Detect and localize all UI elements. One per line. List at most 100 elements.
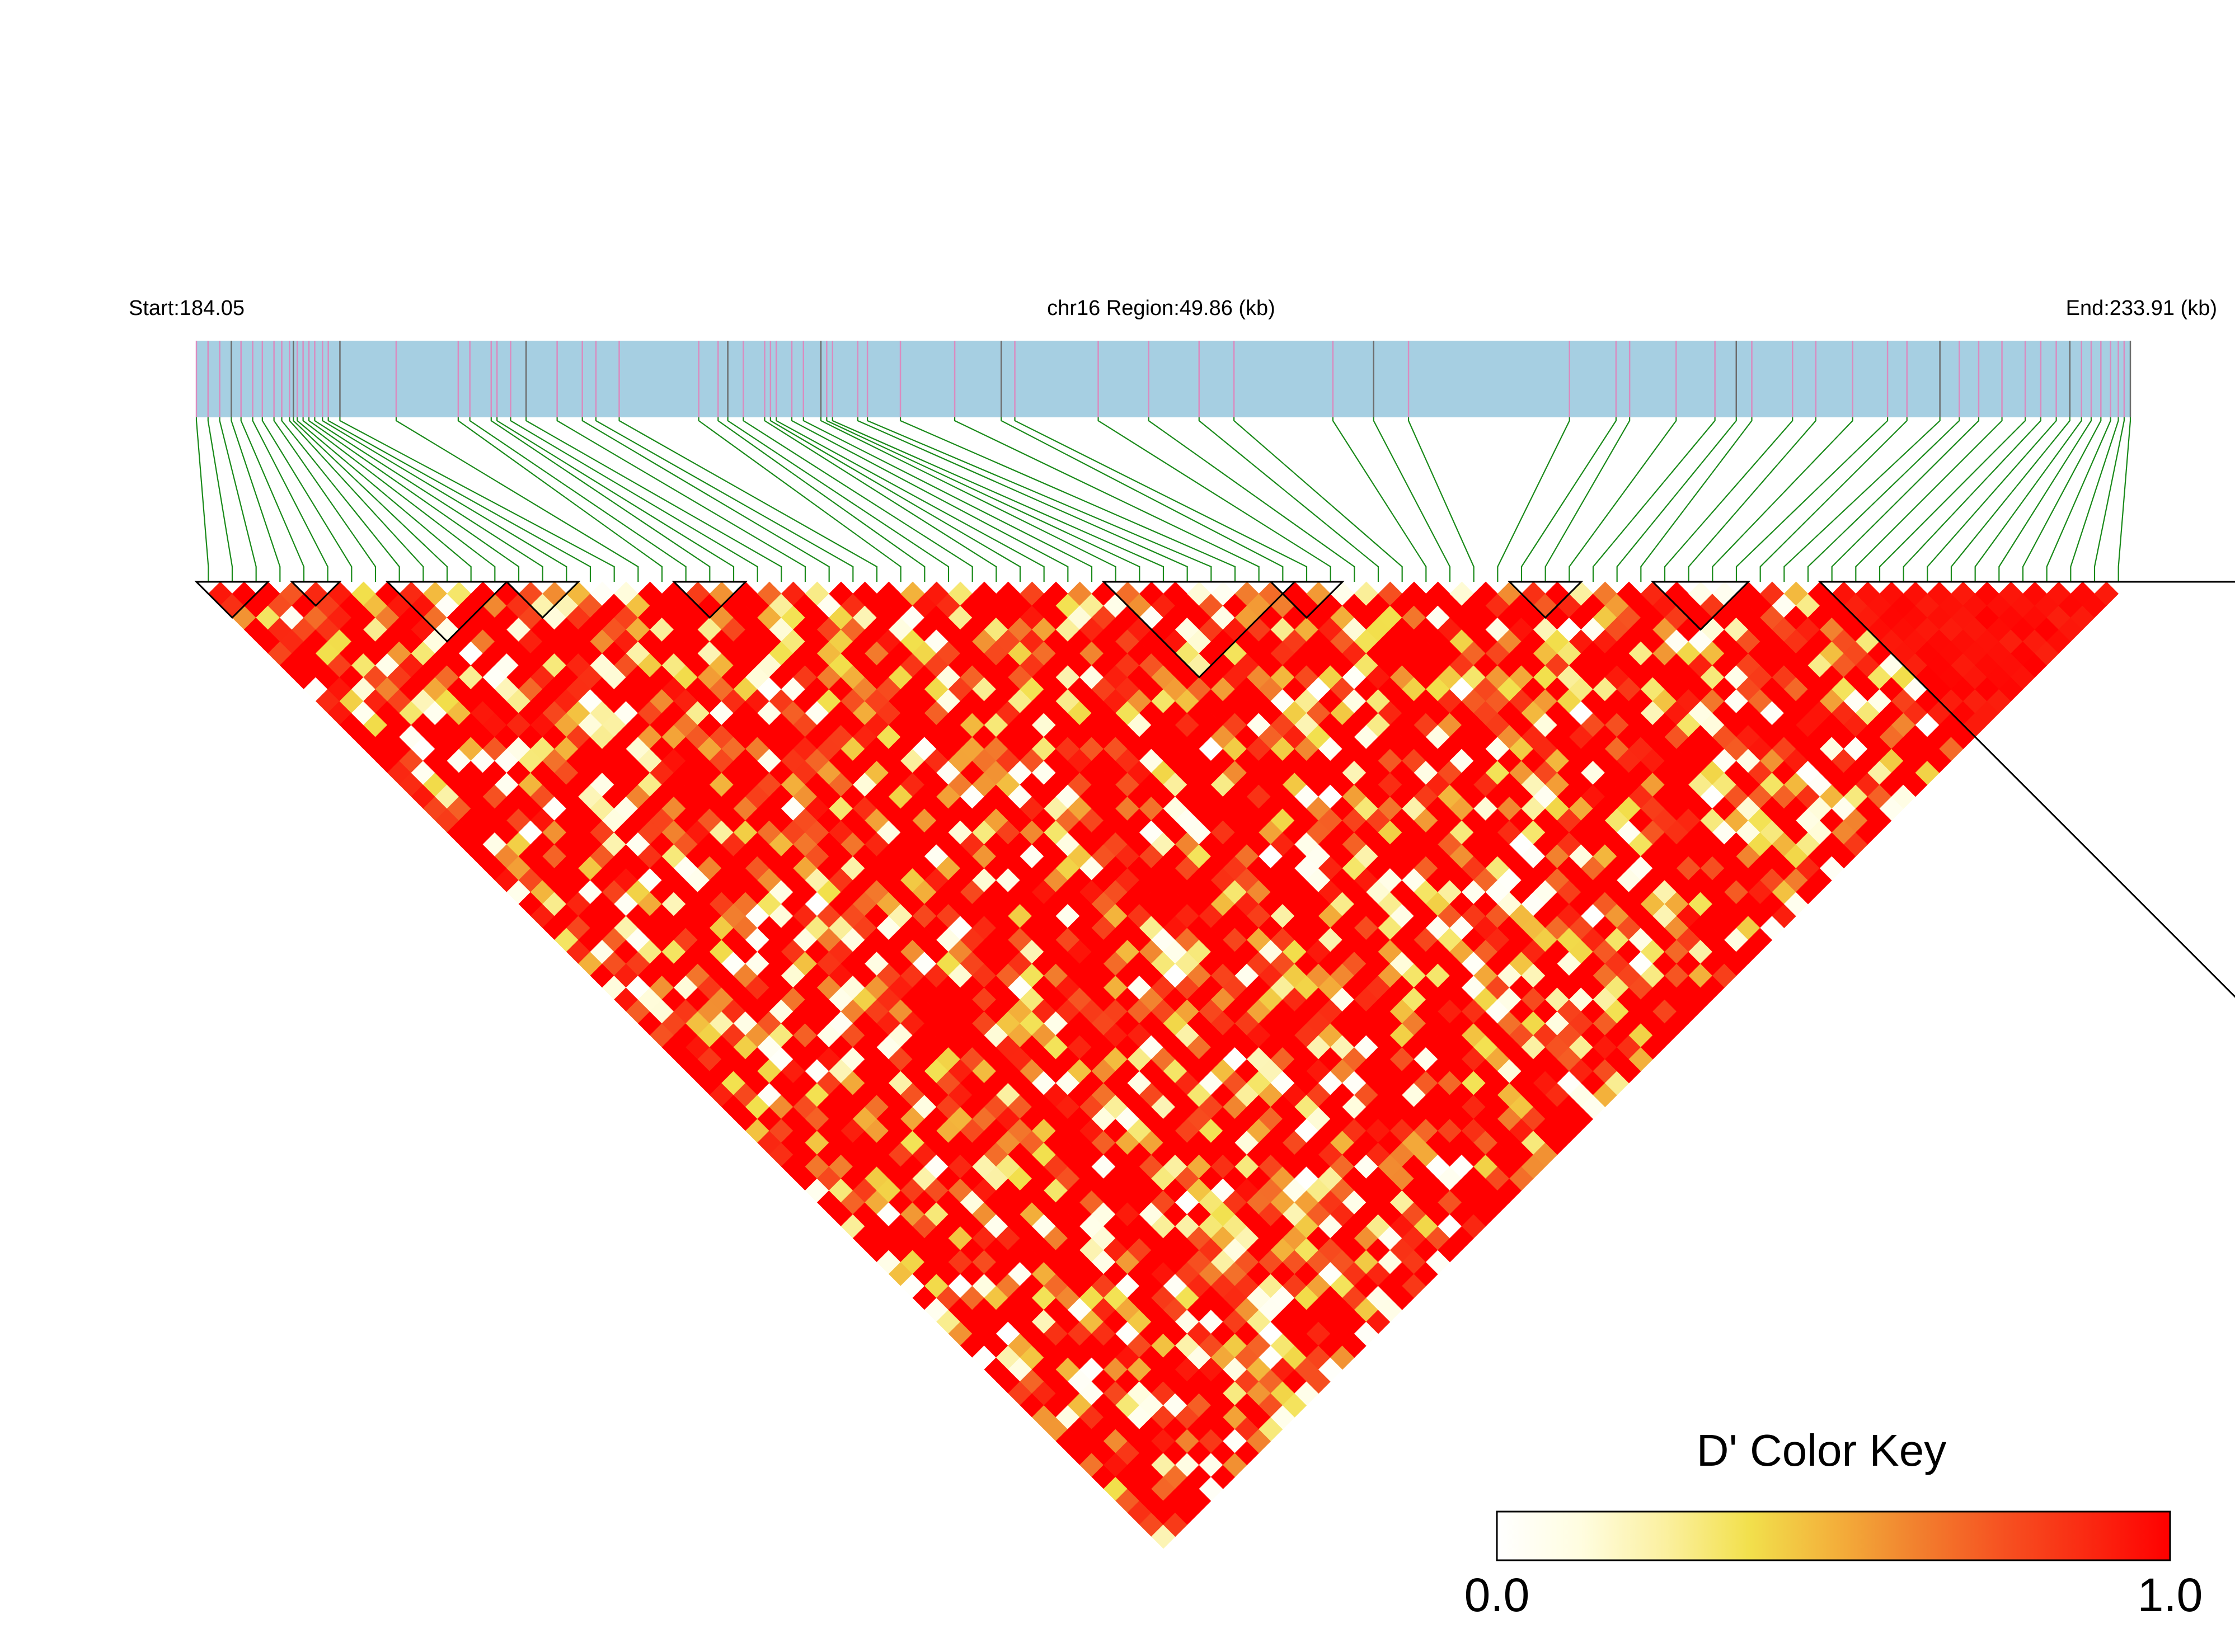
snp-connector [327,417,591,582]
snp-connector [2093,417,2125,582]
snp-connector [1855,417,2003,582]
snp-connector [2022,417,2102,582]
ld-triangle-heatmap [208,581,2119,1549]
snp-connector [1950,417,2070,582]
snp-connector [595,417,854,582]
snp-connector [281,417,400,582]
snp-connector [1616,417,1737,582]
snp-connector [2046,417,2111,582]
snp-position-track [195,341,2131,417]
snp-connector [1664,417,1793,582]
snp-connector [857,417,1188,582]
haplotype-block [290,581,342,607]
snp-connector [1198,417,1379,582]
snp-connector [618,417,878,582]
snp-connector [297,417,472,582]
snp-connector [1712,417,1853,582]
end-position-label: End:233.91 (kb) [2066,296,2217,320]
snp-connector [273,417,377,582]
snp-connector [1903,417,2041,582]
snp-connector [1332,417,1427,582]
snp-connector [289,417,424,582]
snp-tick-marks [195,341,2131,417]
snp-connector [764,417,997,582]
snp-connector [820,417,1116,582]
snp-connector [293,417,448,582]
snp-connector [867,417,1212,582]
snp-connector [1688,417,1816,582]
snp-connector [1831,417,1980,582]
snp-connector [1497,417,1570,582]
snp-connector [1001,417,1284,582]
snp-connector [717,417,926,582]
snp-connector [1879,417,2026,582]
snp-connector [791,417,1069,582]
snp-connector [314,417,543,582]
snp-connector [1640,417,1753,582]
snp-connector [1233,417,1403,582]
snp-connector [899,417,1236,582]
snp-connector [207,417,233,582]
haplotype-block [1818,581,2235,998]
snp-connector [1759,417,1908,582]
snp-connector [802,417,1093,582]
haplotype-block [1651,581,1750,631]
snp-connector [261,417,353,582]
snp-connector [727,417,950,582]
snp-connector [1998,417,2092,582]
snp-connector [1569,417,1677,582]
snp-connector-lines [195,417,2131,582]
snp-connector [525,417,782,582]
color-key-gradient-bar [1496,1510,2171,1561]
snp-connector [1097,417,1331,582]
snp-connector [954,417,1260,582]
snp-connector [510,417,758,582]
haplotype-block [385,581,509,643]
snp-connector [395,417,639,582]
snp-connector [302,417,496,582]
snp-connector [219,417,257,582]
snp-connector [308,417,520,582]
start-position-label: Start:184.05 [129,296,245,320]
snp-connector [1520,417,1617,582]
haplotype-block [1101,581,1297,679]
snp-connector [1974,417,2082,582]
snp-connector [240,417,305,582]
snp-connector [1014,417,1308,582]
snp-connector [776,417,1045,582]
haplotype-block [505,581,581,619]
snp-connector [1735,417,1889,582]
region-label: chr16 Region:49.86 (kb) [1047,296,1275,320]
position-track-background [196,341,2130,417]
snp-connector [195,417,209,582]
color-key-min-label: 0.0 [1464,1569,1530,1621]
snp-connector [581,417,830,582]
haplotype-block [672,581,748,619]
color-key-max-label: 1.0 [2138,1569,2203,1621]
snp-connector [1407,417,1475,582]
snp-connector [457,417,663,582]
snp-connector [2117,417,2131,582]
snp-connector [1592,417,1716,582]
snp-connector [826,417,1140,582]
snp-connector [496,417,735,582]
snp-connector [469,417,687,582]
snp-connector [2070,417,2119,582]
ld-cell [2094,581,2119,606]
snp-connector [1927,417,2057,582]
snp-connector [743,417,973,582]
snp-connector [556,417,806,582]
color-key: D' Color Key 0.0 1.0 [1464,1425,2203,1621]
snp-connector [322,417,567,582]
snp-connector [252,417,328,582]
snp-connector [1807,417,1960,582]
color-key-title: D' Color Key [1697,1425,1947,1475]
haplotype-block-outlines [194,581,2235,998]
snp-connector [1544,417,1631,582]
haplotype-block [1508,581,1584,619]
snp-connector [231,417,281,582]
snp-connector [769,417,1021,582]
snp-connector [698,417,901,582]
snp-connector [1373,417,1451,582]
